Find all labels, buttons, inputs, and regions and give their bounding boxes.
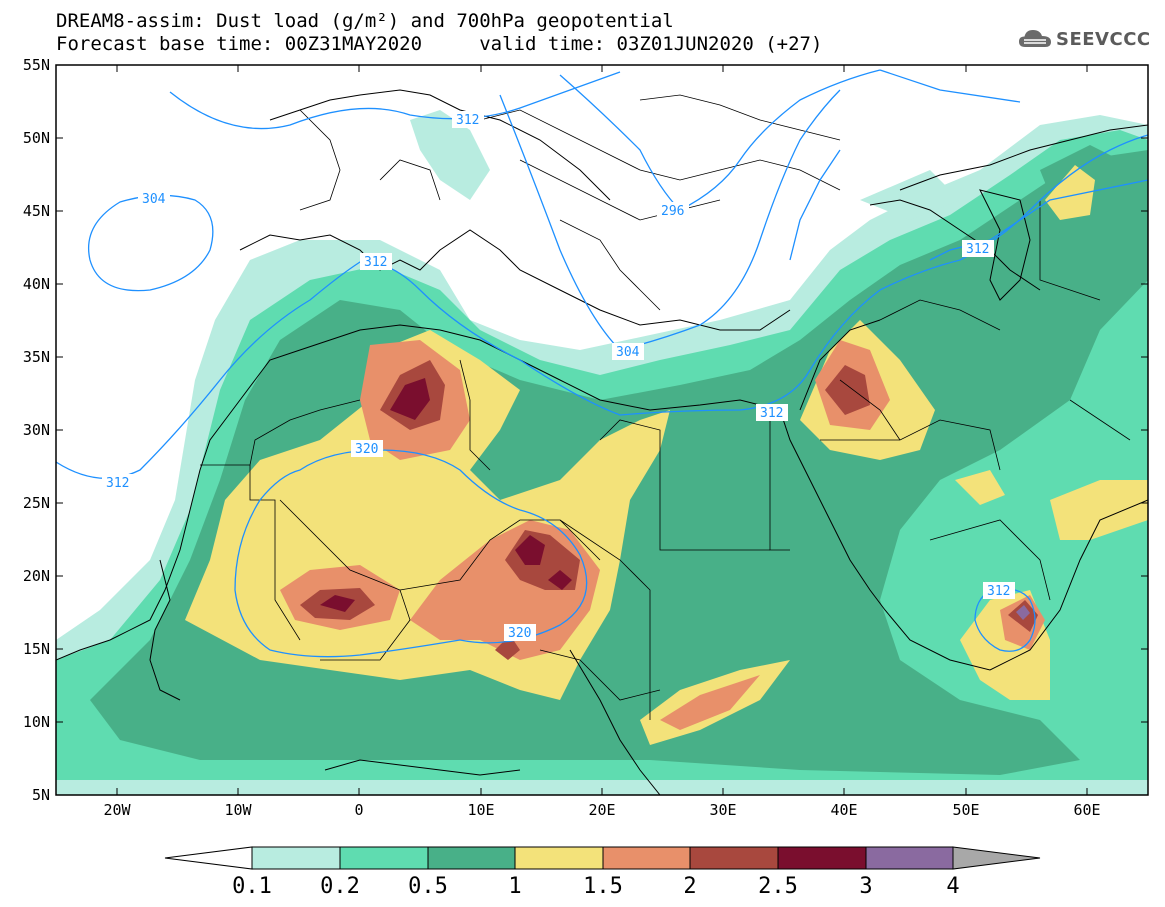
colorbar-swatch bbox=[252, 847, 340, 869]
colorbar-label: 2.5 bbox=[758, 874, 798, 899]
dust-shade-2.5-mali bbox=[320, 595, 355, 612]
forecast-times: Forecast base time: 00Z31MAY2020 valid t… bbox=[56, 33, 823, 55]
colorbar-swatch bbox=[340, 847, 428, 869]
lat-tick-label: 15N bbox=[23, 640, 50, 658]
lat-tick-label: 45N bbox=[23, 202, 50, 220]
lat-tick-label: 40N bbox=[23, 275, 50, 293]
dust-shade-2.5-chad bbox=[515, 535, 545, 565]
lon-tick-label: 10W bbox=[224, 801, 252, 819]
lat-tick-label: 55N bbox=[23, 56, 50, 74]
dust-shade-1-gulf bbox=[1050, 480, 1148, 540]
dust-shade-1.5-sudan bbox=[660, 675, 760, 730]
contour-label: 312 bbox=[760, 406, 783, 421]
seevccc-logo: SEEVCCC bbox=[1018, 28, 1151, 50]
contour-label: 320 bbox=[508, 626, 531, 641]
logo-text: SEEVCCC bbox=[1056, 28, 1151, 50]
colorbar-label: 3 bbox=[859, 874, 872, 899]
lon-tick-label: 10E bbox=[467, 801, 494, 819]
lat-tick-label: 35N bbox=[23, 348, 50, 366]
colorbar-swatch bbox=[778, 847, 866, 869]
contour-label: 304 bbox=[142, 192, 166, 207]
colorbar-label: 0.5 bbox=[408, 874, 448, 899]
contour-label: 312 bbox=[987, 584, 1010, 599]
colorbar-label: 1 bbox=[508, 874, 521, 899]
colorbar-over-arrow bbox=[952, 846, 1041, 870]
dust-shade-0.1b bbox=[410, 110, 490, 200]
lat-tick-label: 30N bbox=[23, 421, 50, 439]
colorbar-label: 2 bbox=[683, 874, 696, 899]
colorbar-label: 0.1 bbox=[232, 874, 272, 899]
lat-tick-label: 50N bbox=[23, 129, 50, 147]
lon-tick-label: 30E bbox=[709, 801, 736, 819]
colorbar: 0.1 0.2 0.5 1 1.5 2 2.5 3 4 bbox=[164, 846, 1041, 899]
dust-shade-1-oman bbox=[955, 470, 1005, 505]
contour-label: 312 bbox=[966, 242, 989, 257]
lat-tick-label: 10N bbox=[23, 713, 50, 731]
lon-axis: 20W 10W 0 10E 20E 30E 40E 50E 60E bbox=[103, 65, 1101, 819]
lat-tick-label: 5N bbox=[32, 786, 50, 804]
contour-label: 320 bbox=[355, 442, 378, 457]
colorbar-label: 4 bbox=[946, 874, 959, 899]
colorbar-under-arrow bbox=[164, 846, 253, 870]
map-area: 312 304 312 296 312 304 312 320 312 320 … bbox=[56, 65, 1148, 795]
colorbar-swatches bbox=[252, 847, 953, 869]
colorbar-swatch bbox=[603, 847, 690, 869]
dust-shade-1-caspian bbox=[1045, 165, 1095, 220]
coastlines bbox=[56, 89, 1148, 795]
dust-shade-0.1c bbox=[860, 170, 960, 220]
contour-label: 304 bbox=[616, 345, 640, 360]
country-borders bbox=[200, 94, 1131, 720]
colorbar-swatch bbox=[866, 847, 953, 869]
cloud-icon bbox=[1019, 30, 1051, 47]
lat-tick-label: 25N bbox=[23, 494, 50, 512]
contour-label: 296 bbox=[661, 204, 684, 219]
lat-axis: 55N 50N 45N 40N 35N 30N 25N 20N 15N 10N … bbox=[23, 56, 1148, 804]
dust-shade-2.5-chad2 bbox=[548, 570, 572, 590]
dust-shade-3 bbox=[1016, 605, 1030, 620]
dust-shade-2.5 bbox=[390, 378, 430, 420]
lon-tick-label: 20E bbox=[588, 801, 615, 819]
lon-tick-label: 40E bbox=[830, 801, 857, 819]
colorbar-swatch bbox=[690, 847, 778, 869]
lon-tick-label: 50E bbox=[952, 801, 979, 819]
map-title: DREAM8-assim: Dust load (g/m²) and 700hP… bbox=[56, 10, 674, 32]
contour-label-group: 312 304 312 296 312 304 312 320 312 320 … bbox=[102, 111, 1015, 641]
contour-label: 312 bbox=[364, 255, 387, 270]
colorbar-label: 0.2 bbox=[320, 874, 360, 899]
colorbar-label: 1.5 bbox=[583, 874, 623, 899]
contour-label: 312 bbox=[456, 113, 479, 128]
lon-tick-label: 0 bbox=[354, 801, 363, 819]
dust-shade-2-iraq bbox=[825, 365, 870, 415]
lon-tick-label: 60E bbox=[1073, 801, 1100, 819]
geopotential-contours bbox=[56, 69, 1148, 658]
lon-tick-label: 20W bbox=[103, 801, 131, 819]
colorbar-swatch bbox=[515, 847, 603, 869]
lat-tick-label: 20N bbox=[23, 567, 50, 585]
contour-label: 312 bbox=[106, 476, 129, 491]
colorbar-swatch bbox=[428, 847, 515, 869]
